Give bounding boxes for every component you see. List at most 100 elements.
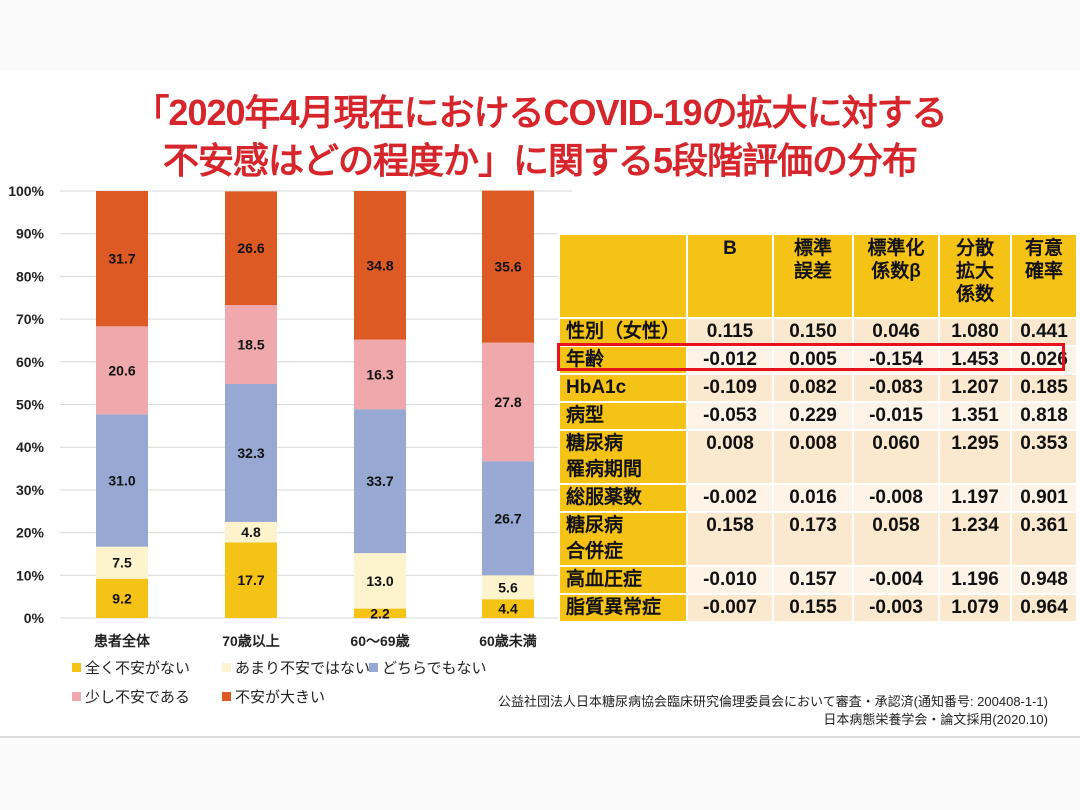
table-cell: -0.007 [686, 593, 774, 623]
table-cell: 0.964 [1010, 593, 1078, 623]
bar-segment [96, 578, 148, 618]
bar-segment [482, 461, 534, 576]
data-label: 34.8 [366, 257, 393, 273]
table-cell: 1.197 [938, 483, 1012, 513]
row-label: 糖尿病 合併症 [558, 511, 688, 567]
bar-segment [225, 191, 277, 306]
table-header-cell: 標準 誤差 [772, 233, 854, 319]
legend-label: どちらでもない [382, 660, 487, 677]
row-label: HbA1c [558, 373, 688, 403]
table-cell: 1.207 [938, 373, 1012, 403]
table-cell: 0.948 [1010, 565, 1078, 595]
header-text: 確率 [1024, 261, 1063, 282]
legend-swatch [72, 663, 81, 672]
table-cell: 0.150 [772, 317, 854, 347]
header-text: 拡大 [955, 261, 994, 282]
table-row: 総服薬数 -0.002 0.016 -0.008 1.197 0.901 [558, 483, 1078, 513]
y-tick-label: 70% [16, 311, 45, 327]
bar-segment [96, 414, 148, 547]
table-cell: 1.351 [938, 401, 1012, 431]
table-header-cell: 有意 確率 [1010, 233, 1078, 319]
x-tick-label: 患者全体 [94, 633, 151, 649]
footnote-approval: 公益社団法人日本糖尿病協会臨床研究倫理委員会において審査・承認済(通知番号: 2… [498, 694, 1048, 709]
data-label: 5.6 [498, 579, 518, 595]
legend-swatch [369, 663, 378, 672]
table-cell: 0.818 [1010, 401, 1078, 431]
y-tick-label: 10% [16, 567, 45, 583]
y-tick-label: 40% [16, 439, 45, 455]
table-cell: 0.157 [772, 565, 854, 595]
table-cell: 0.060 [852, 429, 940, 485]
table-cell: 0.901 [1010, 483, 1078, 513]
data-label: 31.7 [108, 251, 135, 267]
data-label: 17.7 [237, 572, 264, 588]
legend-label: あまり不安ではない [235, 660, 371, 677]
table-header-cell: 標準化 係数β [852, 233, 940, 319]
legend-label: 少し不安である [85, 689, 190, 706]
bar-segment [225, 384, 277, 522]
table-cell: 0.008 [686, 429, 774, 485]
bar-segment [354, 409, 406, 554]
table-header-row: B 標準 誤差 標準化 係数β 分散 拡大 係数 有意 確率 [558, 233, 1078, 319]
table-cell: 0.173 [772, 511, 854, 567]
table-cell: 0.158 [686, 511, 774, 567]
data-label: 26.6 [237, 240, 264, 256]
x-tick-label: 60歳未満 [479, 633, 537, 649]
header-text: 有意 [1024, 238, 1063, 259]
slide: 「2020年4月現在におけるCOVID-19の拡大に対する 不安感はどの程度か」… [0, 70, 1080, 738]
y-tick-label: 20% [16, 525, 45, 541]
table-header-cell: B [686, 233, 774, 319]
legend-swatch [222, 663, 231, 672]
table-row: 脂質異常症 -0.007 0.155 -0.003 1.079 0.964 [558, 593, 1078, 623]
data-label: 4.4 [498, 601, 518, 617]
table-cell: -0.004 [852, 565, 940, 595]
data-label: 33.7 [366, 473, 393, 489]
table-cell: 1.295 [938, 429, 1012, 485]
table-cell: -0.109 [686, 373, 774, 403]
legend-item-4: 不安が大きい [222, 686, 325, 707]
legend-item-2: どちらでもない [369, 657, 487, 678]
data-label: 2.2 [370, 605, 390, 621]
bar-segment [482, 599, 534, 618]
bar-segment [96, 546, 148, 579]
title-line-2: 不安感はどの程度か」に関する5段階評価の分布 [162, 140, 918, 181]
footnote-publication: 日本病態栄養学会・論文採用(2020.10) [823, 712, 1048, 727]
table-row: 性別（女性） 0.115 0.150 0.046 1.080 0.441 [558, 317, 1078, 347]
data-label: 27.8 [494, 394, 521, 410]
row-label: 総服薬数 [558, 483, 688, 513]
table-cell: 0.353 [1010, 429, 1078, 485]
bar-segment [354, 608, 406, 618]
bar-segment [482, 342, 534, 462]
data-label: 32.3 [237, 445, 264, 461]
row-label: 性別（女性） [558, 317, 688, 347]
bar-segment [96, 191, 148, 327]
table-cell: 0.361 [1010, 511, 1078, 567]
highlight-box-age [557, 343, 1065, 371]
table-cell: 1.234 [938, 511, 1012, 567]
y-tick-label: 0% [24, 610, 45, 626]
data-label: 7.5 [112, 555, 132, 571]
data-label: 20.6 [108, 362, 135, 378]
y-tick-label: 90% [16, 226, 45, 242]
row-label: 脂質異常症 [558, 593, 688, 623]
table-row: 糖尿病 合併症 0.158 0.173 0.058 1.234 0.361 [558, 511, 1078, 567]
table-row: 病型 -0.053 0.229 -0.015 1.351 0.818 [558, 401, 1078, 431]
table-cell: 0.058 [852, 511, 940, 567]
header-text: 係数 [955, 284, 994, 305]
y-tick-label: 60% [16, 354, 45, 370]
header-text: 標準化 [867, 238, 925, 259]
table-cell: -0.053 [686, 401, 774, 431]
data-label: 4.8 [241, 524, 261, 540]
data-label: 31.0 [108, 473, 135, 489]
legend-label: 不安が大きい [235, 689, 326, 706]
row-label: 高血圧症 [558, 565, 688, 595]
bar-segment [482, 575, 534, 600]
table-cell: 0.046 [852, 317, 940, 347]
table-cell: 0.229 [772, 401, 854, 431]
data-label: 16.3 [366, 366, 393, 382]
header-text: B [723, 238, 737, 259]
data-label: 13.0 [366, 573, 393, 589]
table-row: HbA1c -0.109 0.082 -0.083 1.207 0.185 [558, 373, 1078, 403]
table-cell: 1.079 [938, 593, 1012, 623]
table-header-cell [558, 233, 688, 319]
